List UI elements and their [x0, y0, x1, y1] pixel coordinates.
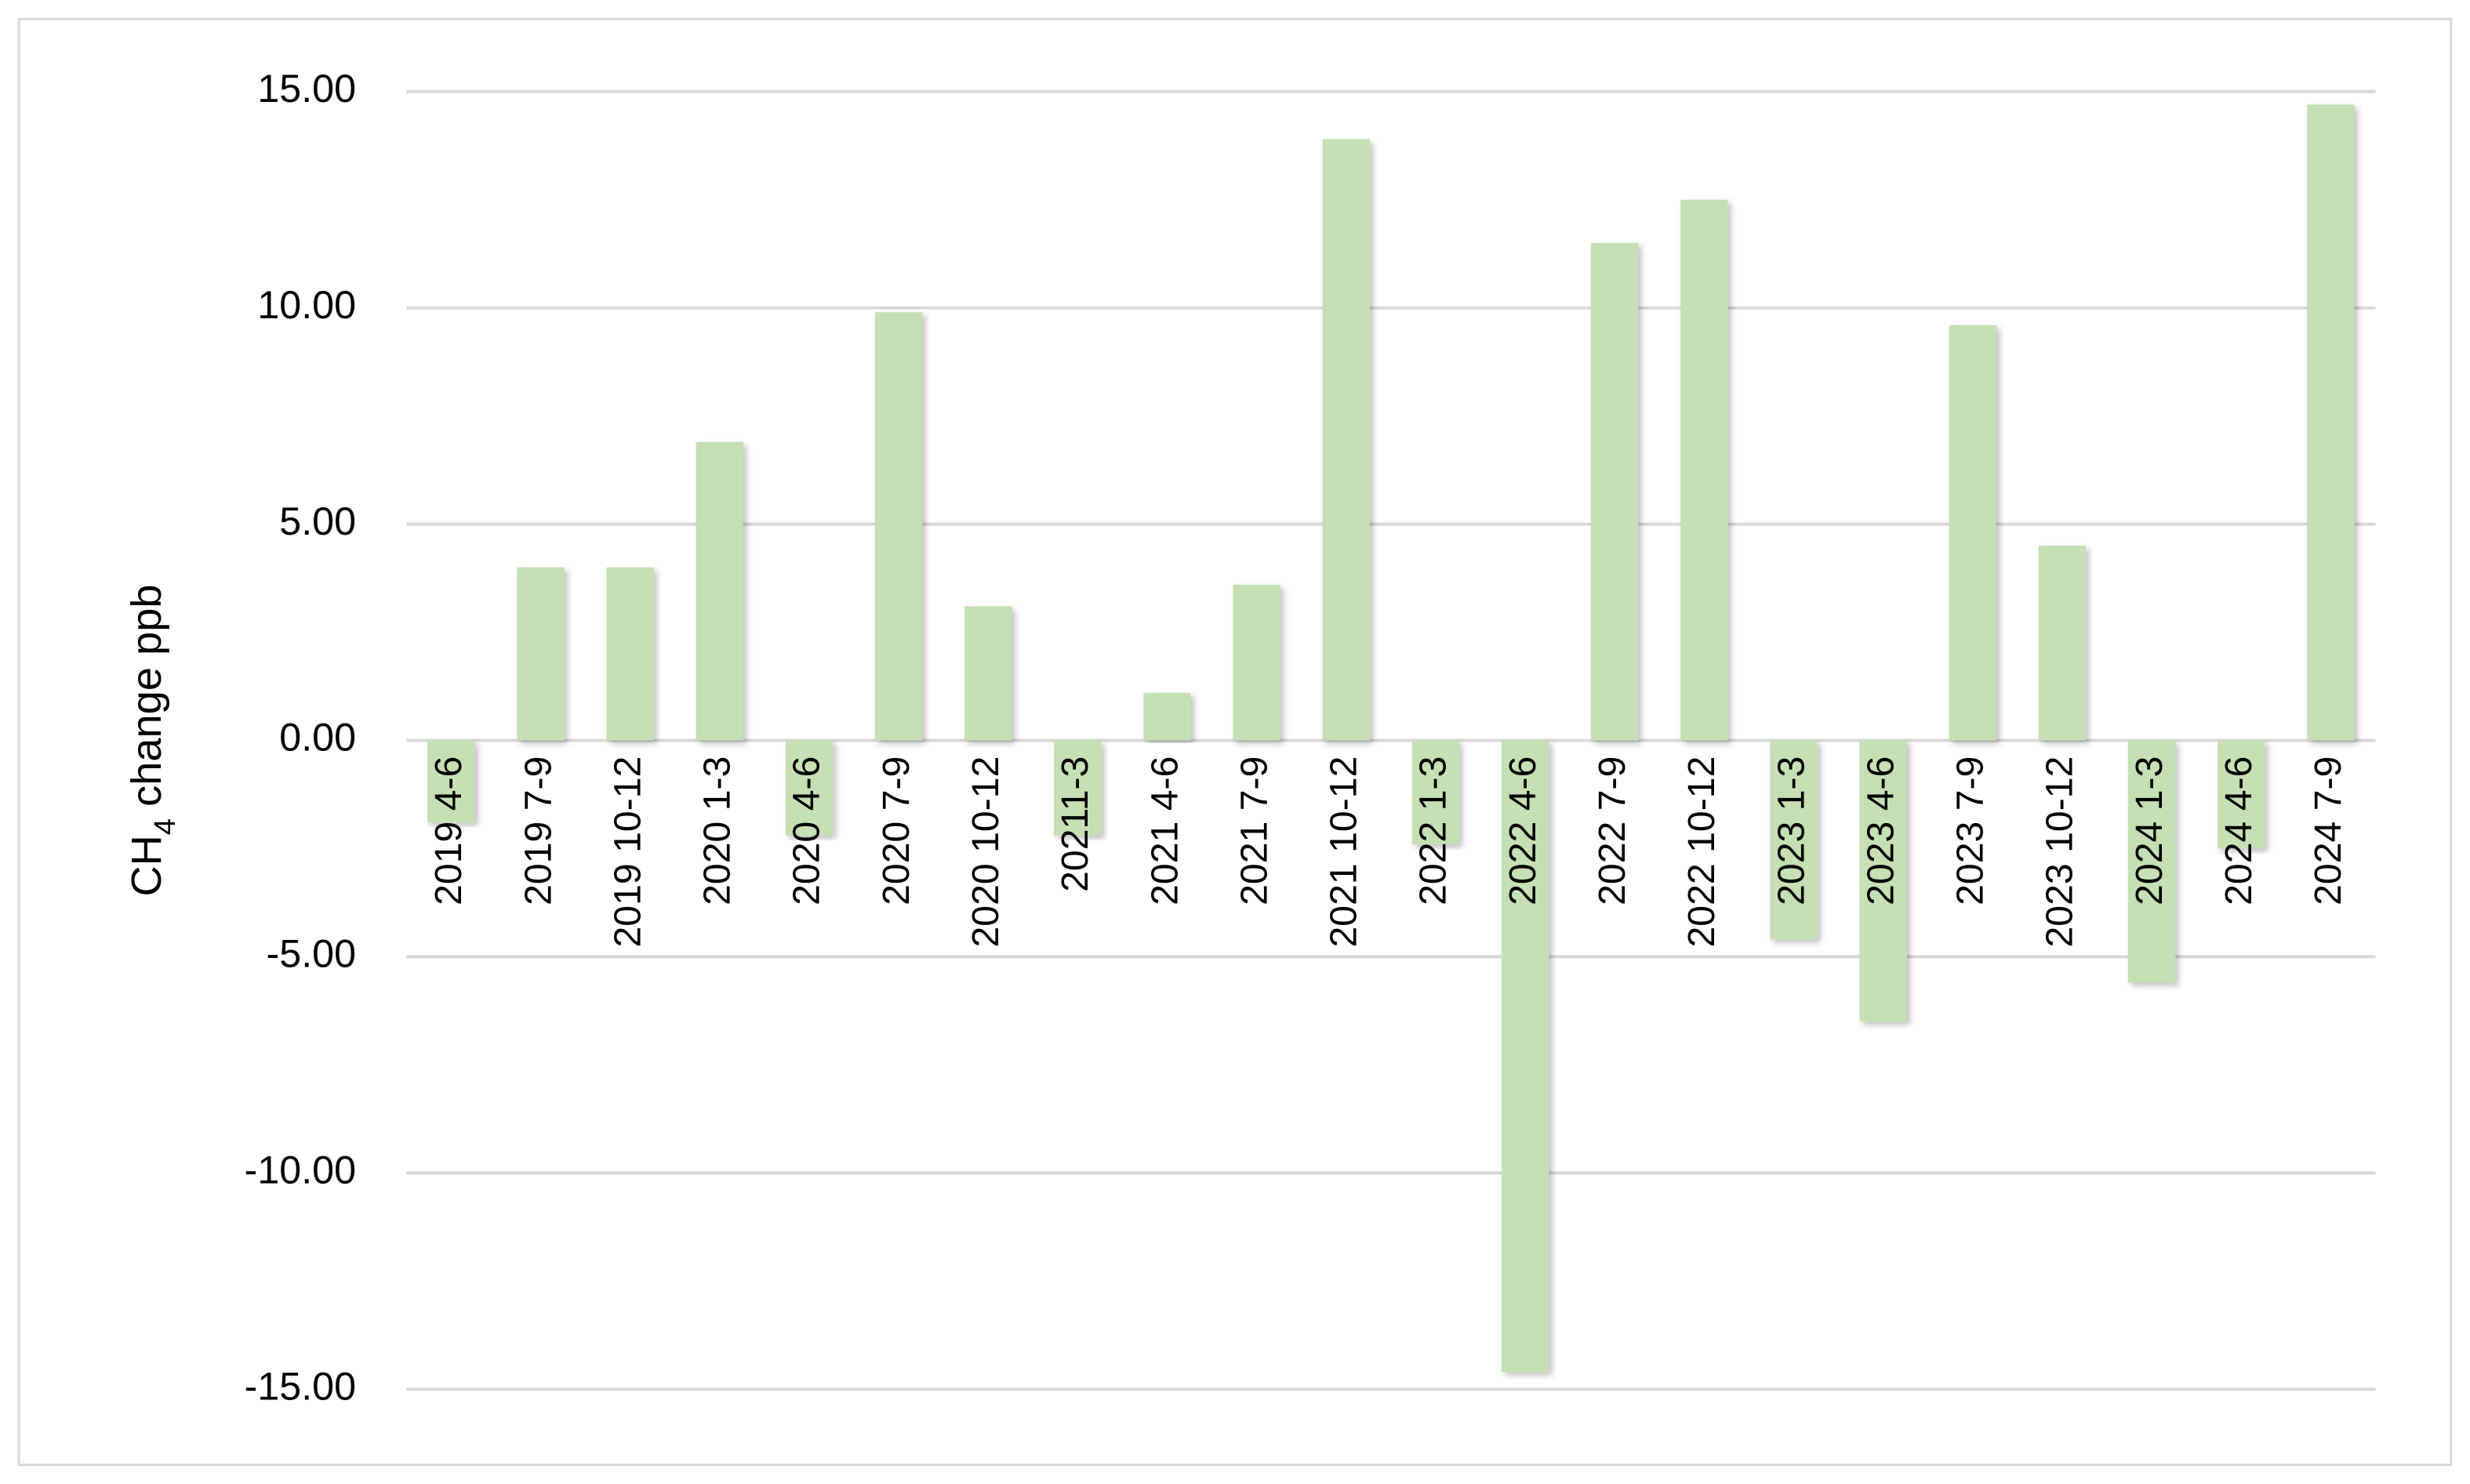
- y-label-subscript: 4: [147, 818, 181, 835]
- x-tick-label: 2021 7-9: [1233, 757, 1275, 905]
- x-tick-label: 2024 7-9: [2307, 757, 2349, 905]
- bar: [606, 567, 654, 741]
- x-tick-label: 2020 4-6: [786, 757, 828, 905]
- y-tick-label: -5.00: [267, 932, 356, 976]
- bar: [1411, 740, 1460, 844]
- x-tick-label: 2022 1-3: [1412, 757, 1455, 905]
- bar: [517, 567, 565, 741]
- x-tick-label: 2023 4-6: [1859, 757, 1902, 905]
- bar: [1501, 740, 1549, 1373]
- bar: [2127, 740, 2176, 983]
- bar: [1770, 740, 1818, 940]
- y-tick-label: 15.00: [257, 67, 356, 111]
- bar: [964, 606, 1012, 741]
- x-tick-label: 2020 1-3: [696, 757, 739, 905]
- x-tick-label: 2022 4-6: [1502, 757, 1544, 905]
- bar: [1322, 139, 1370, 741]
- x-tick-label: 2022 7-9: [1591, 757, 1633, 905]
- y-label-part: CH: [123, 835, 170, 896]
- y-tick-label: 10.00: [257, 283, 356, 327]
- bar: [1591, 242, 1639, 741]
- x-tick-label: 2020 10-12: [964, 757, 1007, 948]
- x-tick-label: 2019 7-9: [517, 757, 559, 905]
- bar: [1859, 740, 1907, 1022]
- x-tick-label: 2021 10-12: [1323, 757, 1365, 948]
- y-axis-label: CH4 change ppb: [123, 584, 181, 896]
- chart-border: [17, 17, 2453, 1467]
- bar: [1233, 584, 1280, 741]
- x-tick-label: 2024 1-3: [2128, 757, 2170, 905]
- bars: [427, 104, 2355, 1373]
- bar: [785, 740, 834, 836]
- bar: [1680, 199, 1728, 741]
- bar: [2307, 104, 2355, 741]
- x-tick-label: 2023 1-3: [1770, 757, 1812, 905]
- y-tick-label: 0.00: [279, 716, 356, 760]
- bar: [874, 312, 923, 741]
- y-tick-label: 5.00: [279, 499, 356, 543]
- x-tick-label: 2024 4-6: [2218, 757, 2260, 905]
- bar: [1949, 325, 1996, 741]
- bar: [1143, 692, 1191, 741]
- x-tick-label: 2022 10-12: [1680, 757, 1723, 948]
- y-label-part: change ppb: [123, 584, 170, 818]
- x-tick-label: 20211-3: [1054, 757, 1096, 892]
- bar: [427, 740, 475, 823]
- bar: [1054, 740, 1102, 836]
- bar: [2218, 740, 2265, 849]
- x-tick-label: 2019 10-12: [606, 757, 648, 948]
- y-tick-label: -15.00: [245, 1364, 356, 1408]
- x-tick-label: 2020 7-9: [875, 757, 917, 905]
- y-tick-label: -10.00: [245, 1148, 356, 1192]
- labels: -15.00 -10.00 -5.00 0.00 5.00 10.00 15.00 2019 …: [245, 67, 2350, 1408]
- bar: [2038, 546, 2087, 741]
- bar: [696, 441, 743, 741]
- x-tick-label: 2023 10-12: [2039, 757, 2081, 948]
- x-tick-label: 2021 4-6: [1143, 757, 1186, 905]
- x-tick-label: 2023 7-9: [1949, 757, 1992, 905]
- x-tick-label: 2019 4-6: [427, 757, 470, 905]
